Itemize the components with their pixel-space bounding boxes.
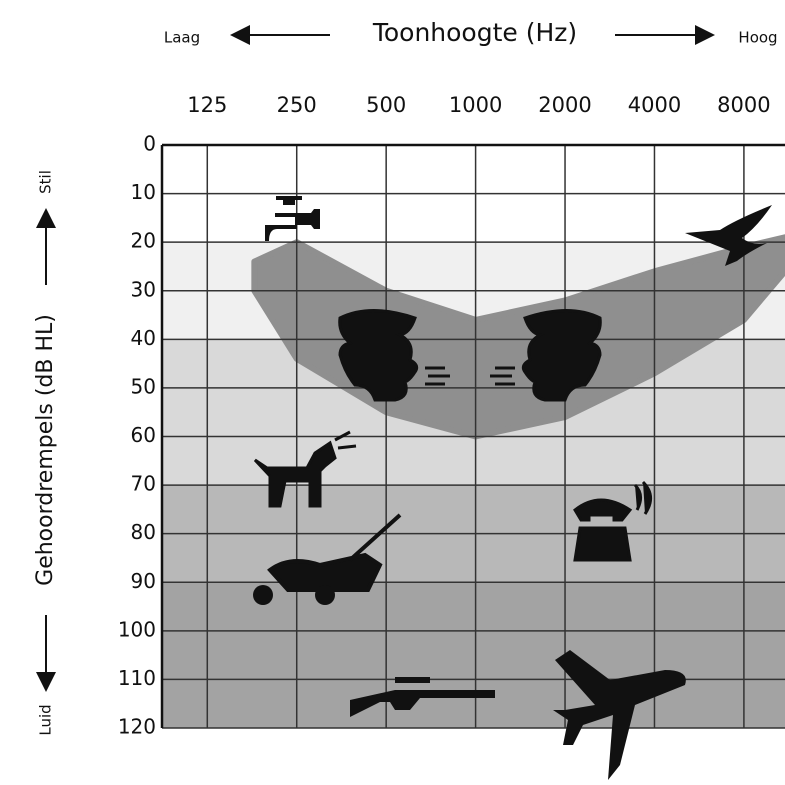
x-tick-label: 125 [187,93,227,117]
y-tick-label: 0 [143,132,156,156]
wheel [253,585,273,605]
x-tick-label: 2000 [538,93,591,117]
y-tick-label: 50 [131,374,156,398]
y-tick-label: 110 [118,666,156,690]
x-tick-label: 4000 [628,93,681,117]
y-tick-label: 60 [131,423,156,447]
x-low-label: Laag [164,29,200,47]
y-top-label: Stil [37,170,55,194]
y-tick-label: 90 [131,569,156,593]
x-tick-label: 500 [366,93,406,117]
chart: Laag Toonhoogte (Hz) Hoog Stil Gehoordre… [0,0,785,781]
wheel [315,585,335,605]
y-tick-label: 100 [118,617,156,641]
y-tick-label: 70 [131,472,156,496]
y-tick-label: 30 [131,277,156,301]
y-tick-label: 40 [131,326,156,350]
y-label-group: Stil Gehoordrempels (dB HL) Luid [33,170,58,736]
x-high-label: Hoog [738,29,777,47]
x-tick-label: 1000 [449,93,502,117]
y-tick-label: 120 [118,715,156,739]
y-axis-label: Gehoordrempels (dB HL) [33,314,58,586]
x-tick-label: 250 [277,93,317,117]
hearing-band [162,582,785,728]
y-tick-label: 10 [131,180,156,204]
chart-title: Toonhoogte (Hz) [372,18,577,47]
x-tick-label: 8000 [717,93,770,117]
y-tick-label: 80 [131,520,156,544]
y-tick-label: 20 [131,229,156,253]
y-bottom-label: Luid [37,704,55,735]
